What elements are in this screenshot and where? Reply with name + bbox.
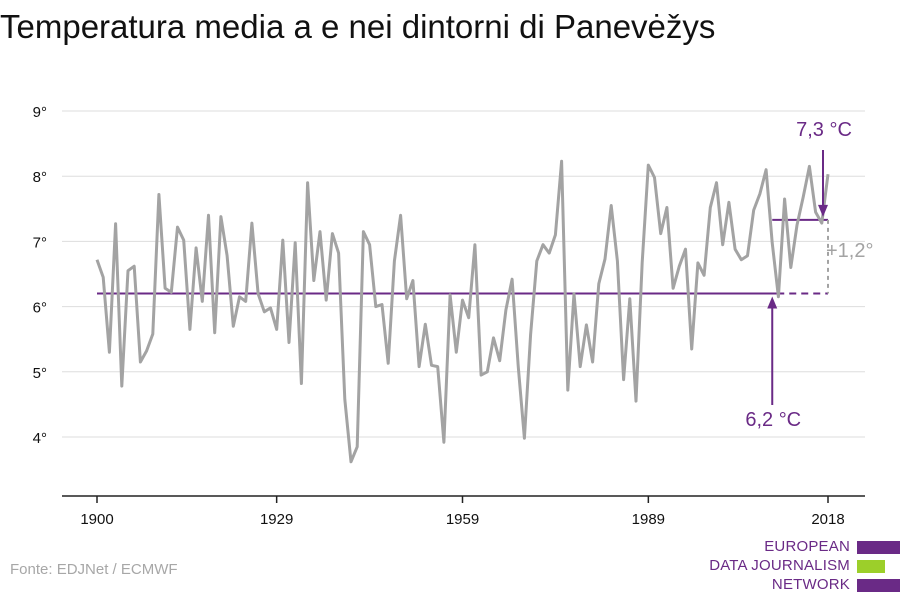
- logo-text-line3: NETWORK: [771, 576, 850, 593]
- x-tick-label: 1959: [446, 511, 479, 528]
- baseline-arrow-head: [767, 296, 778, 309]
- logo-text-line1: EUROPEAN: [764, 538, 850, 555]
- annotations: [767, 150, 828, 405]
- x-tick-label: 1900: [80, 511, 113, 528]
- recent-label: 7,3 °C: [796, 119, 852, 141]
- edjnet-logo: EUROPEAN DATA JOURNALISM NETWORK: [700, 538, 900, 598]
- y-tick-label: 9°: [33, 104, 47, 121]
- y-tick-label: 5°: [33, 365, 47, 382]
- x-tick-label: 1929: [260, 511, 293, 528]
- baseline-label: 6,2 °C: [745, 409, 801, 431]
- recent-arrow-head: [818, 204, 828, 217]
- source-note: Fonte: EDJNet / ECMWF: [10, 561, 178, 578]
- grid-lines: [62, 110, 865, 438]
- x-tick-label: 2018: [811, 511, 844, 528]
- temperature-series-line: [95, 159, 830, 464]
- y-tick-label: 4°: [33, 430, 47, 447]
- x-axis-ticks: 1900 1929 1959 1989 2018: [80, 496, 845, 528]
- y-axis-labels: 4° 5° 6° 7° 8° 9°: [33, 104, 47, 447]
- chart-title: Temperatura media a e nei dintorni di Pa…: [0, 8, 716, 45]
- x-tick-label: 1989: [632, 511, 665, 528]
- logo-bar-middle: [857, 560, 885, 573]
- y-tick-label: 8°: [33, 169, 47, 186]
- y-tick-label: 6°: [33, 300, 47, 317]
- logo-bar-bottom: [857, 579, 900, 592]
- difference-label: +1,2°: [826, 240, 873, 262]
- logo-text-line2: DATA JOURNALISM: [709, 557, 850, 574]
- logo-bar-top: [857, 541, 900, 554]
- y-tick-label: 7°: [33, 234, 47, 251]
